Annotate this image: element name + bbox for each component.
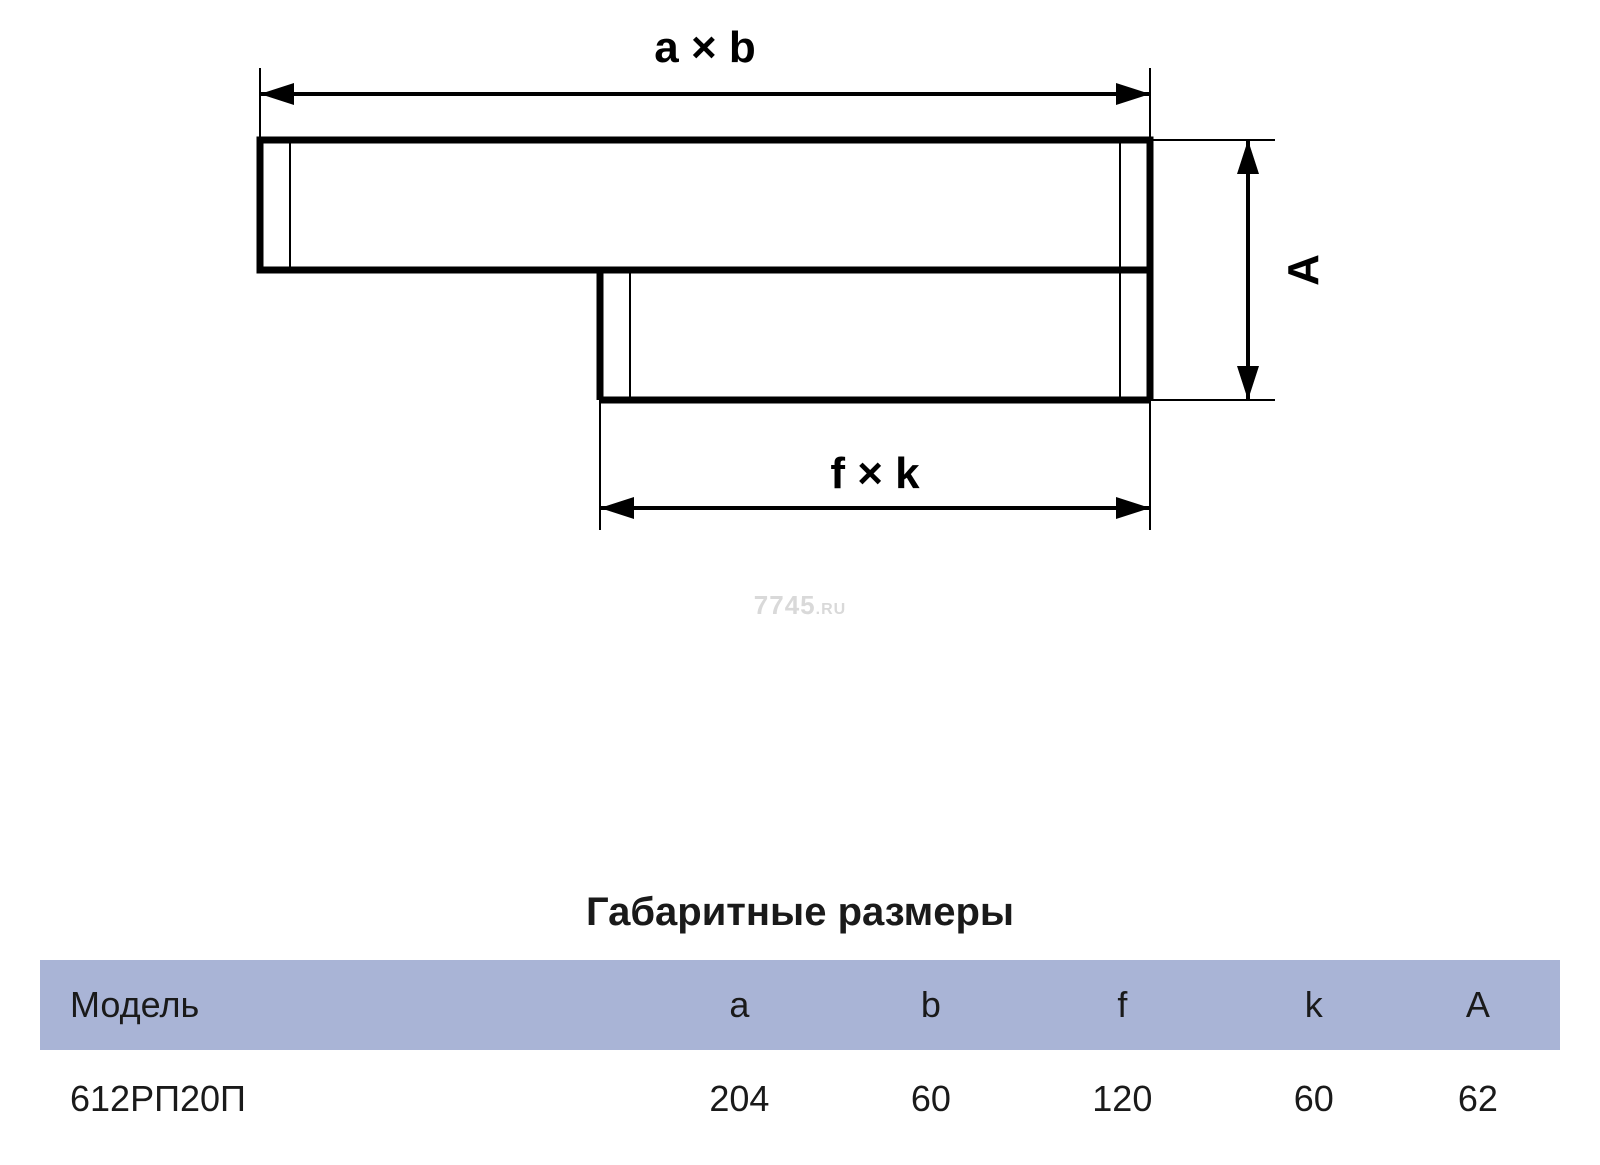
watermark-main: 7745 — [754, 590, 816, 620]
cell-A: 62 — [1396, 1050, 1560, 1130]
table-row: 612РП20П 204 60 120 60 62 — [40, 1050, 1560, 1130]
table-title: Габаритные размеры — [0, 890, 1600, 935]
cell-k: 60 — [1232, 1050, 1396, 1130]
page-root: a × b f × k A 7745.RU Габаритные размеры М… — [0, 0, 1600, 1165]
cell-model: 612РП20П — [40, 1050, 630, 1130]
col-header: f — [1013, 960, 1232, 1050]
table-header-row: Модель a b f k A — [40, 960, 1560, 1050]
dimension-svg: a × b f × k A — [0, 0, 1600, 600]
watermark: 7745.RU — [754, 590, 846, 621]
col-header: a — [630, 960, 849, 1050]
dimensions-table: Модель a b f k A 612РП20П 204 60 120 60 … — [40, 960, 1560, 1130]
cell-f: 120 — [1013, 1050, 1232, 1130]
svg-text:f × k: f × k — [830, 449, 920, 498]
col-header: b — [849, 960, 1013, 1050]
cell-b: 60 — [849, 1050, 1013, 1130]
cell-a: 204 — [630, 1050, 849, 1130]
col-header: Модель — [40, 960, 630, 1050]
svg-text:A: A — [1279, 254, 1328, 286]
watermark-suffix: .RU — [816, 601, 847, 618]
col-header: k — [1232, 960, 1396, 1050]
svg-text:a × b: a × b — [654, 23, 756, 72]
col-header: A — [1396, 960, 1560, 1050]
